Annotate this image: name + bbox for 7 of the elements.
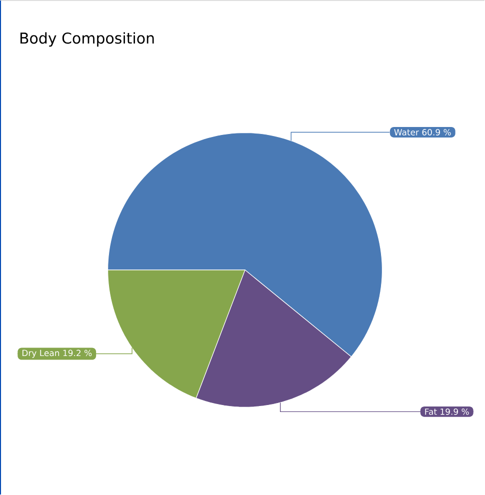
slice-label: Dry Lean	[22, 350, 60, 358]
data-label: 19.9 %	[440, 408, 469, 415]
slice-label: Water	[394, 129, 420, 136]
data-label: 19.2 %	[63, 350, 92, 356]
chart-title: Body Composition	[20, 32, 154, 47]
slice-label: Fat	[425, 408, 437, 415]
data-label: 60.9 %	[422, 129, 451, 136]
